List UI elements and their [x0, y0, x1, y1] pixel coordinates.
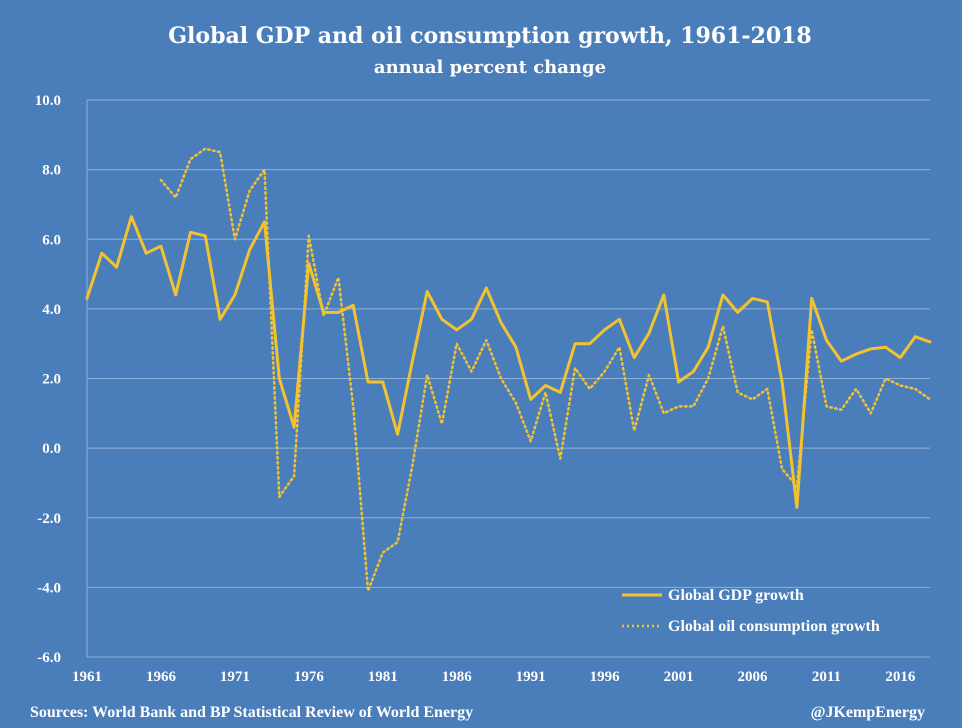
- legend-label-gdp: Global GDP growth: [668, 587, 804, 604]
- chart-subtitle: annual percent change: [374, 57, 606, 78]
- y-tick-label: 4.0: [42, 302, 61, 318]
- series-line-gdp: [85, 215, 932, 509]
- source-note: Sources: World Bank and BP Statistical R…: [30, 704, 473, 721]
- legend: Global GDP growth Global oil consumption…: [622, 587, 880, 635]
- chart-title: Global GDP and oil consumption growth, 1…: [168, 23, 812, 49]
- x-tick-label: 2016: [885, 669, 916, 685]
- y-tick-label: -4.0: [37, 580, 61, 596]
- y-tick-label: -6.0: [37, 650, 61, 666]
- y-axis-ticks: 10.0 8.0 6.0 4.0 2.0 0.0 -2.0 -4.0 -6.0: [35, 93, 61, 666]
- y-tick-label: -2.0: [37, 511, 61, 527]
- y-tick-label: 0.0: [42, 441, 61, 457]
- series-lines: [85, 147, 932, 593]
- author-credit: @JKempEnergy: [811, 704, 925, 721]
- x-tick-label: 1986: [442, 669, 473, 685]
- y-tick-label: 6.0: [42, 232, 61, 248]
- legend-label-oil: Global oil consumption growth: [668, 618, 880, 635]
- x-tick-label: 2011: [812, 669, 841, 685]
- x-tick-label: 1961: [72, 669, 102, 685]
- y-tick-label: 2.0: [42, 372, 61, 388]
- x-axis-ticks: 1961 1966 1971 1976 1981 1986 1991 1996 2001 2006…: [72, 669, 916, 685]
- x-tick-label: 2006: [738, 669, 769, 685]
- x-tick-label: 1991: [516, 669, 546, 685]
- x-tick-label: 1971: [220, 669, 250, 685]
- x-tick-label: 1966: [146, 669, 177, 685]
- x-tick-label: 1981: [368, 669, 398, 685]
- x-tick-label: 1976: [294, 669, 325, 685]
- x-tick-label: 1996: [590, 669, 621, 685]
- x-tick-label: 2001: [664, 669, 694, 685]
- series-line-oil: [159, 147, 932, 593]
- y-tick-label: 10.0: [35, 93, 61, 109]
- gridlines: [86, 99, 930, 658]
- y-tick-label: 8.0: [42, 163, 61, 179]
